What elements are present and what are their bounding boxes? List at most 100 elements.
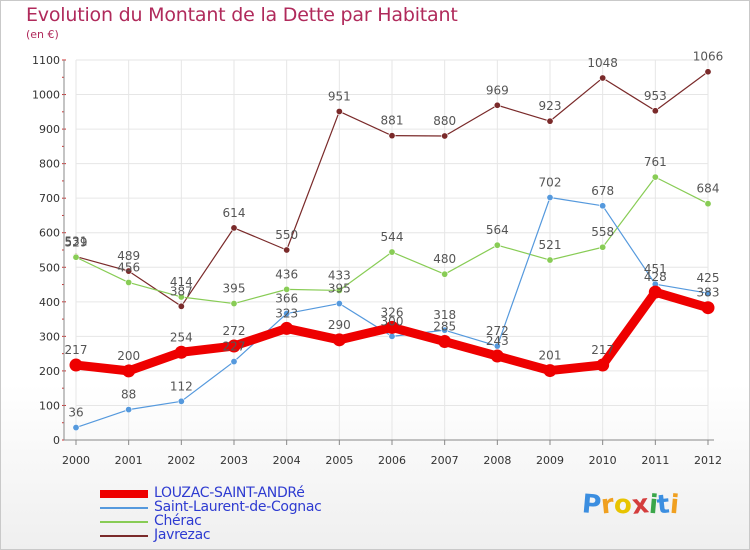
data-point [543,364,557,378]
data-point [648,285,662,299]
y-tick-label: 300 [39,330,60,343]
data-label: 564 [486,223,509,237]
data-point [704,289,712,297]
data-label: 243 [486,334,509,348]
data-label: 531 [65,235,88,249]
data-label: 451 [644,262,667,276]
y-tick-label: 700 [39,192,60,205]
x-tick-label: 2005 [325,454,353,467]
data-label: 227 [223,340,246,354]
data-label: 881 [381,114,404,128]
data-label: 436 [275,267,298,281]
data-point [546,256,554,264]
data-label: 761 [644,155,667,169]
data-label: 456 [117,260,140,274]
x-tick-label: 2011 [641,454,669,467]
data-point [493,342,501,350]
data-point [385,320,399,334]
chart-title: Evolution du Montant de la Dette par Hab… [26,4,458,26]
data-point [230,224,238,232]
data-label: 201 [539,349,562,363]
y-tick-label: 900 [39,123,60,136]
data-point [72,253,80,261]
logo-letter: i [668,489,681,521]
data-label: 387 [170,284,193,298]
data-point [174,345,188,359]
data-point [125,278,133,286]
data-label: 200 [117,349,140,363]
x-tick-label: 2004 [273,454,301,467]
x-tick-label: 2002 [167,454,195,467]
data-label: 480 [433,252,456,266]
data-label: 300 [381,314,404,328]
y-tick-label: 400 [39,296,60,309]
x-tick-label: 2008 [483,454,511,467]
data-point [227,339,241,353]
data-point [72,424,80,432]
legend-label-saint-laurent: Saint-Laurent-de-Cognac [154,499,322,515]
data-point [177,293,185,301]
data-label: 318 [433,308,456,322]
data-point [335,107,343,115]
data-point [335,286,343,294]
data-label: 969 [486,83,509,97]
data-point [122,364,136,378]
data-label: 923 [539,99,562,113]
data-point [438,335,452,349]
data-point [388,132,396,140]
data-point [69,358,83,372]
y-tick-label: 800 [39,158,60,171]
data-point [230,300,238,308]
data-point [283,246,291,254]
data-point [230,358,238,366]
data-label: 112 [170,379,193,393]
legend-label-cherac: Chérac [154,513,202,529]
y-tick-label: 1100 [32,54,60,67]
data-label: 425 [697,271,720,285]
data-point [335,300,343,308]
data-point [596,358,610,372]
data-label: 414 [170,275,193,289]
y-tick-label: 600 [39,227,60,240]
data-label: 36 [68,406,83,420]
data-label: 383 [697,286,720,300]
data-label: 1048 [587,56,618,70]
data-label: 272 [223,324,246,338]
legend-label-javrezac: Javrezac [154,527,211,543]
data-label: 550 [275,228,298,242]
data-point [441,270,449,278]
data-point [651,173,659,181]
data-label: 290 [328,318,351,332]
data-label: 614 [223,206,246,220]
data-label: 951 [328,89,351,103]
data-label: 428 [644,270,667,284]
x-tick-label: 2001 [115,454,143,467]
data-point [441,326,449,334]
data-point [493,101,501,109]
data-point [283,310,291,318]
legend-label-louzac: LOUZAC-SAINT-ANDRé [154,485,305,501]
data-label: 395 [328,282,351,296]
data-label: 285 [433,320,456,334]
data-point [651,107,659,115]
y-tick-label: 100 [39,399,60,412]
chart-subtitle: (en €) [26,28,59,41]
data-point [546,193,554,201]
data-point [177,302,185,310]
data-label: 326 [381,305,404,319]
data-label: 323 [275,306,298,320]
data-label: 88 [121,388,136,402]
data-point [599,74,607,82]
data-label: 272 [486,324,509,338]
data-point [441,132,449,140]
x-tick-label: 2009 [536,454,564,467]
data-point [283,285,291,293]
y-tick-label: 500 [39,261,60,274]
data-point [177,397,185,405]
x-tick-label: 2006 [378,454,406,467]
data-label: 366 [275,292,298,306]
x-tick-label: 2007 [431,454,459,467]
data-label: 558 [591,225,614,239]
data-label: 684 [697,182,720,196]
data-point [599,243,607,251]
